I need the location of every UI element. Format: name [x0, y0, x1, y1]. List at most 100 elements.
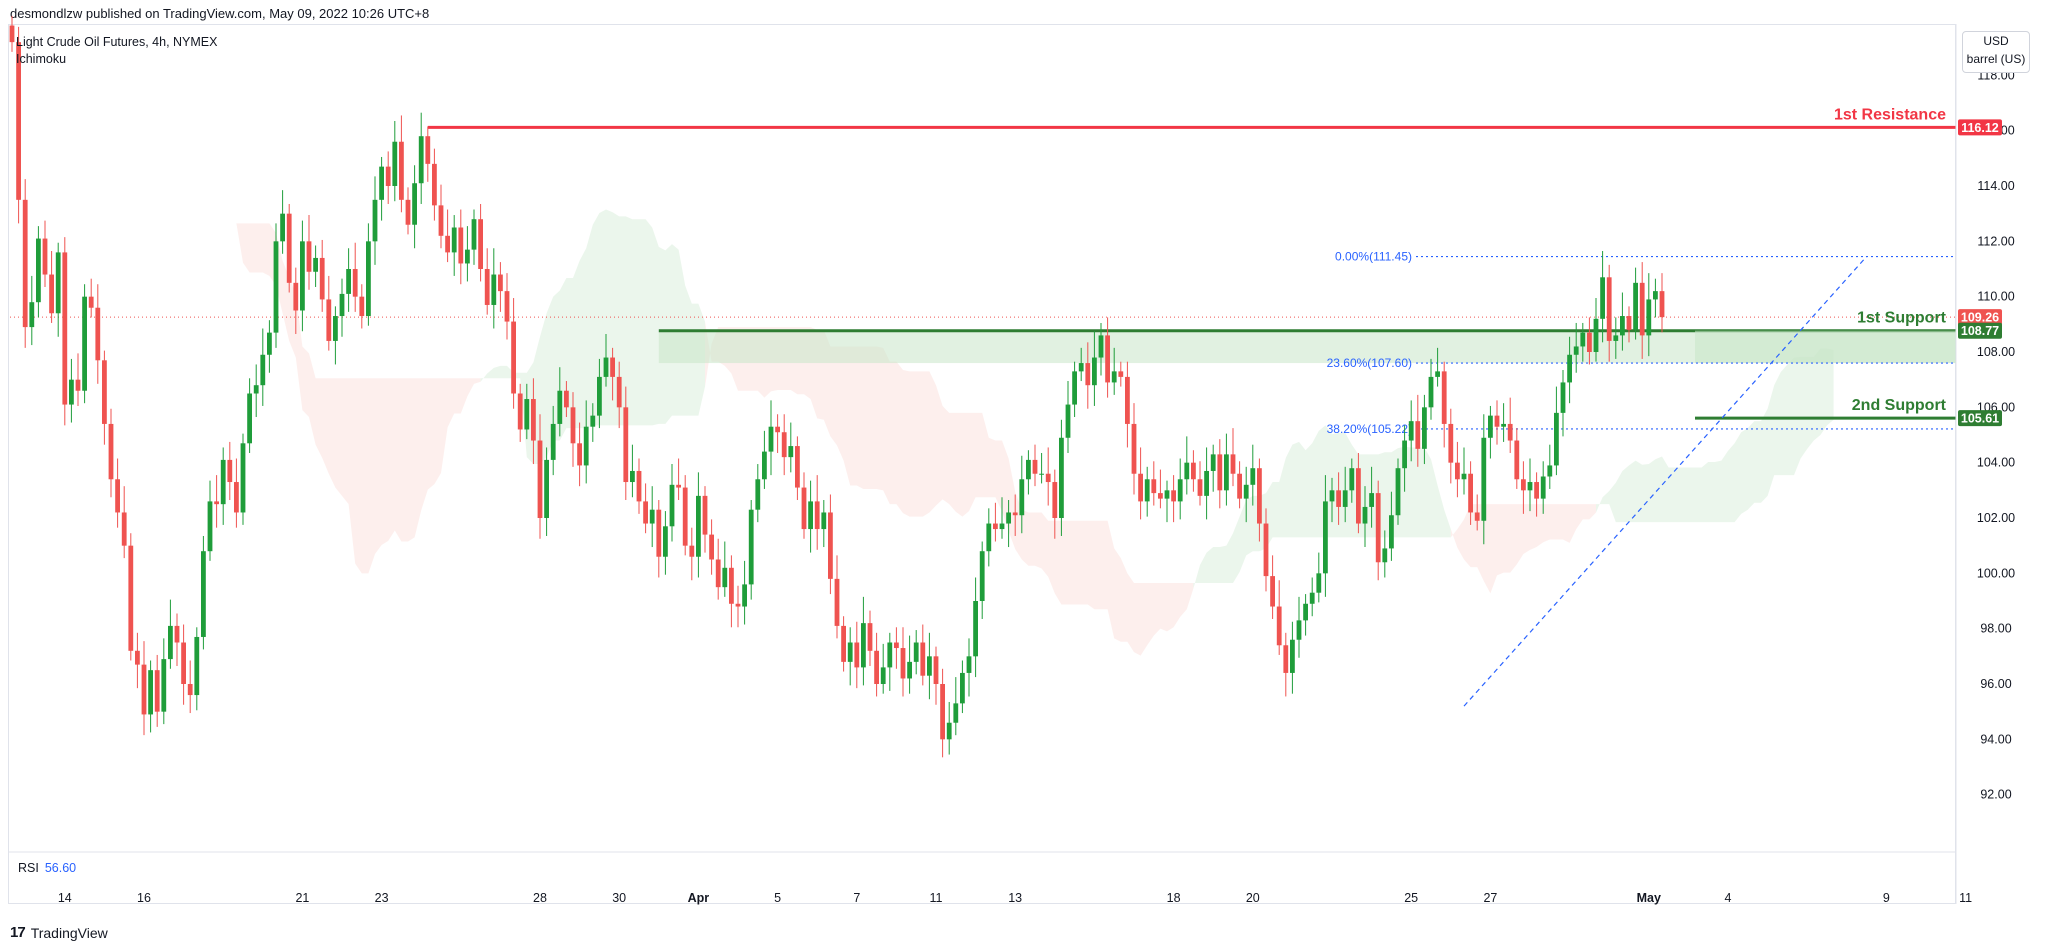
candle-body: [1422, 407, 1427, 449]
symbol-title[interactable]: Light Crude Oil Futures, 4h, NYMEX: [16, 35, 218, 49]
candle-body: [267, 332, 272, 355]
candle-body: [42, 238, 48, 275]
brand-name: TradingView: [30, 924, 108, 941]
candle-body: [1263, 523, 1269, 577]
candle-body: [491, 274, 497, 305]
candle-body: [781, 432, 787, 458]
x-tick-label: 13: [1008, 891, 1022, 905]
tradingview-footer[interactable]: 17 TradingView: [10, 924, 108, 941]
candle-body: [808, 501, 813, 530]
x-tick-label: 20: [1246, 891, 1260, 905]
candle-body: [1171, 490, 1176, 502]
candle-body: [1065, 404, 1071, 438]
candle-body: [1052, 482, 1058, 518]
bearish-cloud: [1450, 504, 1596, 594]
rsi-name: RSI: [18, 861, 39, 875]
y-tick-label: 112.00: [1977, 234, 2014, 248]
candle-body: [663, 526, 668, 557]
candle-body: [762, 451, 767, 480]
price-tag-box: [1958, 322, 2002, 339]
candle-body: [1356, 468, 1361, 524]
candle-body: [1448, 423, 1454, 463]
candle-body: [755, 479, 761, 510]
candle-body: [1606, 277, 1612, 341]
candle-body: [854, 642, 860, 668]
candle-body: [1375, 493, 1381, 563]
candle-body: [828, 512, 833, 579]
candle-body: [1336, 490, 1341, 507]
price-tag-box: [1958, 309, 2002, 326]
unit-label: barrel (US): [1966, 52, 2026, 66]
x-tick-label: 7: [853, 891, 860, 905]
candle-body: [1270, 576, 1275, 607]
x-tick-label: 28: [533, 891, 547, 905]
candle-body: [1250, 468, 1256, 485]
candle-body: [412, 183, 417, 225]
candle-body: [1587, 332, 1592, 352]
candle-body: [814, 501, 820, 530]
candle-body: [385, 166, 391, 186]
candle-body: [1659, 291, 1665, 318]
candle-body: [1428, 376, 1434, 408]
chart-legend[interactable]: Light Crude Oil Futures, 4h, NYMEX Ichim…: [16, 34, 217, 68]
candle-body: [920, 642, 926, 676]
rsi-legend[interactable]: RSI 56.60: [18, 861, 76, 875]
candle-body: [234, 482, 239, 513]
y-tick-label: 94.00: [1980, 732, 2011, 746]
candle-body: [29, 302, 35, 328]
candle-body: [801, 487, 807, 530]
candle-body: [623, 407, 629, 483]
candle-body: [656, 509, 662, 557]
candle-body: [201, 551, 206, 637]
support-zone: [1695, 330, 1956, 364]
candle-body: [405, 199, 411, 225]
candle-body: [1309, 592, 1315, 604]
candle-body: [841, 625, 846, 662]
candle-body: [795, 446, 800, 488]
candle-body: [1177, 479, 1183, 502]
x-tick-label: 11: [1959, 891, 1972, 905]
candle-body: [1290, 639, 1295, 673]
candle-body: [1468, 473, 1473, 513]
candle-body: [907, 661, 912, 679]
candle-body: [1389, 515, 1394, 549]
currency-unit-selector[interactable]: USD barrel (US): [1962, 31, 2030, 73]
bullish-cloud: [1193, 425, 1451, 589]
level-label: 1st Resistance: [1834, 106, 1946, 123]
candle-body: [1276, 606, 1282, 646]
candle-body: [445, 235, 450, 253]
indicator-label[interactable]: Ichimoku: [16, 52, 67, 66]
candle-body: [392, 141, 398, 186]
candle-body: [1105, 335, 1110, 383]
candle-body: [379, 166, 384, 200]
candle-body: [366, 241, 371, 317]
candle-body: [1567, 354, 1572, 383]
candle-body: [1653, 291, 1658, 300]
candle-body: [966, 656, 972, 673]
candle-body: [1329, 490, 1335, 502]
candle-body: [333, 316, 338, 341]
candlestick-series[interactable]: [9, 15, 1665, 758]
candle-body: [1026, 459, 1031, 480]
candle-body: [861, 623, 866, 668]
candle-body: [174, 625, 180, 643]
candle-body: [900, 648, 906, 679]
x-tick-label: 25: [1404, 891, 1418, 905]
candle-body: [55, 252, 61, 314]
candle-body: [326, 299, 332, 341]
x-tick-label: 4: [1725, 891, 1732, 905]
candle-body: [1125, 376, 1130, 424]
candle-body: [1527, 482, 1533, 491]
candle-body: [359, 296, 365, 317]
candle-body: [1230, 454, 1236, 474]
candle-body: [517, 393, 523, 430]
candle-body: [1032, 459, 1038, 474]
candle-body: [1369, 493, 1374, 507]
candle-body: [1534, 482, 1539, 499]
candle-body: [709, 534, 714, 560]
candle-body: [1633, 282, 1638, 330]
candle-body: [696, 495, 701, 557]
candle-body: [887, 642, 893, 668]
candle-body: [471, 219, 477, 250]
